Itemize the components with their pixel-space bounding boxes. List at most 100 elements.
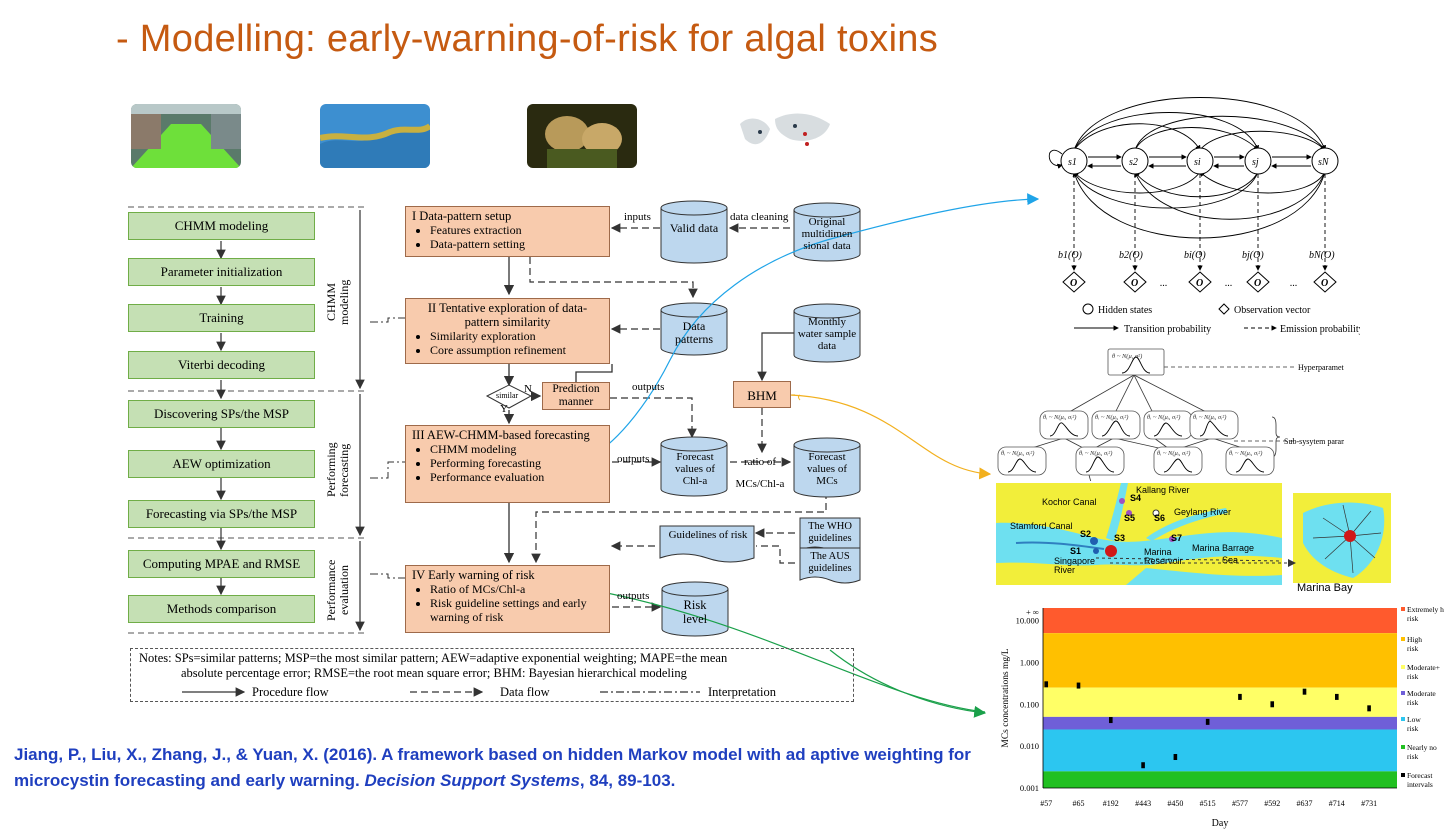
site-label: S6 [1154, 513, 1166, 523]
bhm-box: BHM [733, 381, 791, 408]
y-tick-label: 0.001 [1020, 783, 1039, 793]
interpretation-label: Interpretation [708, 685, 777, 699]
hmm-obs-label: O [1131, 278, 1138, 289]
hmm-state-label: sj [1252, 157, 1259, 168]
legend-label: risk [1407, 698, 1419, 707]
bhm-node-label: θᵢ ~ N(μᵢ, σᵢ²) [1193, 414, 1226, 421]
site-label: S7 [1171, 533, 1183, 543]
x-tick-label: #637 [1297, 799, 1313, 808]
map-label: Kochor Canal [1042, 497, 1097, 507]
bloom-photo [320, 104, 430, 168]
data-point [1044, 681, 1049, 688]
citation-rest: , 84, 89-103. [579, 771, 676, 790]
prediction-manner-box: Prediction manner [542, 382, 610, 410]
legend-label: Low [1407, 715, 1421, 724]
hmm-dots: ... [1290, 278, 1298, 289]
data-point [1076, 682, 1081, 689]
map-label: Stamford Canal [1010, 521, 1073, 531]
risk-band [1043, 771, 1397, 788]
data-cleaning-label: data cleaning [730, 211, 789, 223]
map-label: Sea [1222, 555, 1239, 565]
data-point [1238, 693, 1242, 700]
stage-2-heading: II Tentative exploration of data-pattern… [427, 301, 588, 329]
hmm-state-label: s2 [1129, 157, 1138, 168]
notes-box: Notes: SPs=similar patterns; MSP=the mos… [130, 648, 854, 702]
notes-line-1: Notes: SPs=similar patterns; MSP=the mos… [139, 651, 728, 665]
n-label: N [524, 383, 532, 395]
step-training: Training [128, 304, 315, 332]
stage-1-box: I Data-pattern setup Features extraction… [405, 206, 610, 257]
risk-band [1043, 633, 1397, 688]
marina-bay-label: Marina Bay [1297, 582, 1353, 594]
hmm-obs-label: O [1254, 278, 1261, 289]
data-point [1141, 762, 1145, 769]
x-axis-label: Day [1212, 818, 1229, 829]
step-viterbi-decoding: Viterbi decoding [128, 351, 315, 379]
data-flow-label: Data flow [500, 685, 550, 699]
stage-2-item: Core assumption refinement [430, 343, 603, 357]
risk-level-label: Risk level [682, 598, 708, 626]
data-point [1173, 754, 1178, 761]
hmm-dots: ... [1225, 278, 1233, 289]
hmm-state-label: sN [1318, 157, 1330, 168]
legend-emission: Emission probability [1280, 324, 1360, 335]
bhm-node-label: θᵢ ~ N(μᵢ, σᵢ²) [1001, 450, 1034, 457]
citation-authors: Jiang, P., Liu, X., Zhang, J., & Yuan, X… [14, 745, 971, 790]
citation: Jiang, P., Liu, X., Zhang, J., & Yuan, X… [14, 742, 974, 794]
y-label: Y [500, 403, 508, 415]
legend-label: risk [1407, 672, 1419, 681]
procedure-flow-label: Procedure flow [252, 685, 329, 699]
step-aew-optimization: AEW optimization [128, 450, 315, 478]
hmm-diagram: s1 s2 si sj sN b1(O) b2(O) bi(O) bj(O) b… [1048, 97, 1360, 335]
stage-4-heading: IV Early warning of risk [412, 568, 535, 582]
x-tick-label: #714 [1329, 799, 1345, 808]
data-point [1302, 688, 1307, 695]
x-tick-label: #192 [1103, 799, 1119, 808]
hmm-obs-label: O [1196, 278, 1203, 289]
notes-line-2: absolute percentage error; RMSE=the root… [181, 666, 687, 680]
legend-transition: Transition probability [1124, 324, 1211, 335]
stage-4-item: Risk guideline settings and early warnin… [430, 596, 603, 624]
hands-photo [527, 104, 637, 168]
x-tick-label: #57 [1040, 799, 1052, 808]
legend-label: Moderate [1407, 689, 1436, 698]
valid-data-label: Valid data [669, 221, 719, 235]
step-chmm-modeling: CHMM modeling [128, 212, 315, 240]
citation-journal: Decision Support Systems [364, 771, 580, 790]
bhm-root-label: θ ~ N(μ, σ²) [1112, 353, 1142, 360]
site-label: S4 [1130, 493, 1142, 503]
stage-1-item: Features extraction [430, 223, 603, 237]
canal-photo [131, 104, 241, 168]
risk-band [1043, 608, 1397, 634]
hmm-obs-label: O [1070, 278, 1077, 289]
legend-swatch [1401, 637, 1405, 641]
monthly-data-label: Monthly water sample data [797, 316, 857, 352]
risk-band [1043, 716, 1397, 730]
data-point [1367, 705, 1371, 712]
bhm-node-label: θᵢ ~ N(μᵢ, σᵢ²) [1157, 450, 1190, 457]
y-axis-label: MCs concentrations mg/L [1001, 648, 1011, 747]
outputs-label: outputs [617, 590, 650, 602]
legend-label: Extremely high [1407, 605, 1444, 614]
original-data-label: Original multidimen sional data [801, 216, 853, 252]
inputs-label: inputs [624, 211, 651, 223]
data-point [1335, 693, 1339, 700]
legend-swatch [1401, 607, 1405, 611]
forecast-chla-label: Forecast values of Chl-a [674, 451, 715, 487]
legend-label: risk [1407, 752, 1419, 761]
similar-label: similar [496, 391, 519, 400]
legend-label: risk [1407, 724, 1419, 733]
x-tick-label: #731 [1361, 799, 1377, 808]
side-label-forecasting: Performing forecasting [324, 442, 351, 498]
y-tick-label: + ∞ [1026, 607, 1039, 617]
stage-3-heading: III AEW-CHMM-based forecasting [412, 428, 590, 442]
x-tick-label: #515 [1200, 799, 1216, 808]
x-tick-label: #443 [1135, 799, 1151, 808]
site-label: S3 [1114, 533, 1126, 543]
guidelines-label: Guidelines of risk [668, 529, 748, 541]
map-label: Kallang River [1136, 485, 1190, 495]
outputs-label: outputs [617, 453, 650, 465]
hmm-obs-label: O [1321, 278, 1328, 289]
stage-3-item: Performing forecasting [430, 456, 603, 470]
